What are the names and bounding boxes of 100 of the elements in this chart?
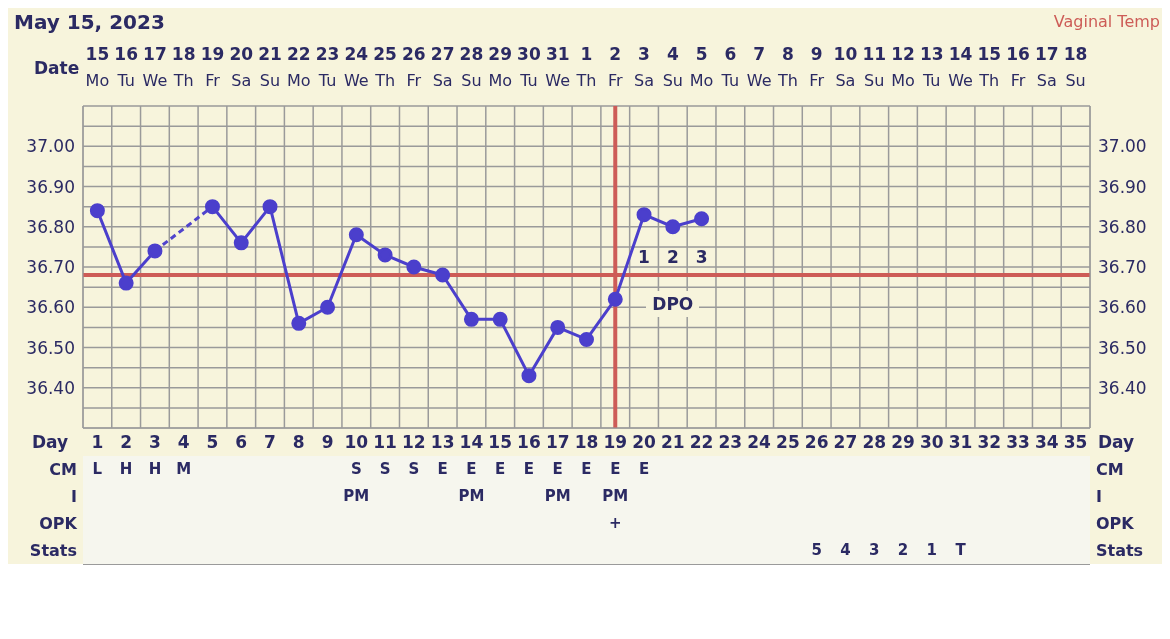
y-tick-label: 36.60 bbox=[26, 297, 75, 318]
x2-tick-label: 2 bbox=[120, 432, 133, 453]
y2-tick-label: 36.90 bbox=[1098, 176, 1147, 197]
x-tick-label: 7 We bbox=[746, 44, 772, 90]
y-tick-label: 36.80 bbox=[26, 216, 75, 237]
text: S bbox=[379, 460, 391, 478]
text: E bbox=[437, 460, 448, 478]
x2-tick-label: 18 bbox=[574, 432, 599, 453]
x-tick-label: 18 Th bbox=[171, 44, 196, 90]
point bbox=[492, 311, 508, 327]
text: 2 bbox=[897, 541, 909, 559]
legend-label: I bbox=[70, 486, 77, 508]
x-tick-label: 25 Th bbox=[373, 44, 397, 90]
x-tick-label: 22 Mo bbox=[286, 44, 311, 90]
x-tick-label: 31 We bbox=[545, 44, 571, 90]
x-tick-label: 11 Su bbox=[862, 44, 887, 90]
x2-tick-label: 13 bbox=[430, 432, 455, 453]
x-tick-label: 3 Sa bbox=[634, 44, 655, 90]
x2-tick-label: 26 bbox=[804, 432, 829, 453]
text: E bbox=[495, 460, 506, 478]
x2-tick-label: 3 bbox=[149, 432, 161, 453]
legend-label: DPO bbox=[646, 291, 700, 317]
point bbox=[377, 247, 393, 263]
point bbox=[521, 368, 537, 384]
x-tick-label: 15 Th bbox=[977, 44, 1002, 90]
text: PM bbox=[602, 487, 629, 505]
x-tick-label: 9 Fr bbox=[809, 44, 825, 90]
text: Stats bbox=[1096, 541, 1144, 560]
x2-tick-label: 12 bbox=[402, 432, 426, 453]
x2-tick-label: 32 bbox=[977, 432, 1002, 453]
x2-tick-label: 29 bbox=[891, 432, 915, 453]
text: OPK bbox=[1096, 514, 1134, 533]
x2-tick-label: 34 bbox=[1035, 432, 1059, 453]
y2-tick-label: 36.70 bbox=[1098, 257, 1147, 278]
point bbox=[348, 227, 364, 243]
point bbox=[579, 331, 594, 347]
text: M bbox=[176, 460, 192, 478]
x2-tick-label: 8 bbox=[292, 432, 305, 453]
point bbox=[636, 207, 652, 223]
legend-label: Stats bbox=[28, 540, 77, 562]
text: 5 bbox=[811, 541, 822, 559]
x2-tick-label: 28 bbox=[862, 432, 887, 453]
x2-tick-label: 19 bbox=[603, 432, 628, 453]
text: E bbox=[552, 460, 563, 478]
y-tick-label: 36.70 bbox=[26, 257, 75, 278]
x-tick-label: 14 We bbox=[948, 44, 973, 90]
point bbox=[435, 267, 451, 283]
x2-tick-label: 22 bbox=[689, 432, 714, 453]
x2-tick-label: 5 bbox=[206, 432, 219, 453]
x2-tick-label: 11 bbox=[373, 432, 397, 453]
point bbox=[233, 235, 249, 251]
point bbox=[291, 315, 307, 331]
text: T bbox=[955, 541, 966, 559]
text: E bbox=[523, 460, 535, 478]
y-tick-label: 37.00 bbox=[26, 136, 75, 157]
legend-label: OPK bbox=[38, 513, 77, 535]
x-tick-label: 2 Fr bbox=[607, 44, 623, 90]
point bbox=[406, 259, 422, 275]
x-tick-label: 8 Th bbox=[776, 44, 798, 90]
text: PM bbox=[458, 487, 485, 505]
x-tick-label: 29 Mo bbox=[488, 44, 513, 90]
point bbox=[320, 299, 336, 315]
chart-subtitle: Vaginal Temp bbox=[1053, 12, 1160, 31]
x-tick-label: 26 Fr bbox=[402, 44, 426, 90]
x-tick-label: 20 Sa bbox=[229, 44, 254, 90]
text: E bbox=[466, 460, 477, 478]
text: E bbox=[581, 460, 592, 478]
x2-tick-label: 25 bbox=[776, 432, 800, 453]
x2-tick-label: 7 bbox=[264, 432, 276, 453]
text: I bbox=[1096, 487, 1102, 506]
y2-tick-label: 37.00 bbox=[1098, 136, 1147, 157]
text: CM bbox=[1096, 460, 1124, 479]
x2-tick-label: 10 bbox=[344, 432, 369, 453]
text: PM bbox=[343, 487, 370, 505]
x2-tick-label: 20 bbox=[632, 432, 657, 453]
point bbox=[118, 275, 134, 291]
text: S bbox=[350, 460, 362, 478]
x2-axis-title: Day bbox=[1098, 432, 1135, 452]
text: 1 bbox=[926, 541, 937, 559]
x-tick-label: 13 Tu bbox=[919, 44, 944, 90]
x-tick-label: 17 Sa bbox=[1035, 44, 1059, 90]
text: 3 bbox=[868, 541, 880, 559]
x2-tick-label: 1 bbox=[91, 432, 104, 453]
y-tick-label: 36.90 bbox=[26, 176, 75, 197]
text: Day bbox=[32, 432, 69, 452]
point bbox=[694, 211, 710, 227]
x-tick-label: 16 Fr bbox=[1006, 44, 1030, 90]
x-tick-label: 16 Tu bbox=[114, 44, 138, 90]
x-tick-label: 27 Sa bbox=[430, 44, 455, 90]
x-axis-title: Date bbox=[34, 58, 80, 78]
x-tick-label: 1 Th bbox=[575, 44, 597, 90]
x-tick-label: 5 Mo bbox=[689, 44, 714, 90]
x-tick-label: 24 We bbox=[343, 44, 369, 90]
y-tick-label: 36.40 bbox=[26, 377, 75, 398]
x2-tick-label: 9 bbox=[321, 432, 334, 453]
text: H bbox=[148, 460, 162, 478]
point bbox=[204, 199, 220, 215]
x2-tick-label: 33 bbox=[1006, 432, 1030, 453]
text: 3 bbox=[695, 247, 708, 267]
legend-label: CM bbox=[48, 459, 77, 481]
